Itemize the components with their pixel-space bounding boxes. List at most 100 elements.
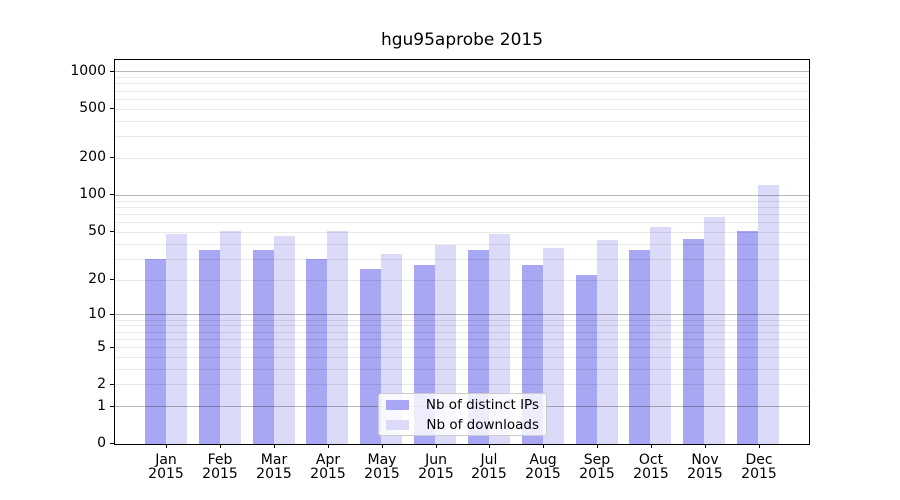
y-tick-label: 5 (97, 339, 106, 355)
x-tick-year: 2015 (741, 466, 777, 482)
x-tick-mark (489, 444, 490, 448)
y-tick-mark (110, 71, 114, 72)
y-tick-label: 1 (97, 398, 106, 414)
bar-distinct-ips-may (360, 269, 381, 444)
y-tick-label: 20 (88, 271, 106, 287)
y-tick-mark (110, 157, 114, 158)
y-tick-mark (110, 347, 114, 348)
bar-downloads-nov (704, 217, 725, 444)
gridline-minor (115, 384, 809, 386)
x-tick-month: May (367, 452, 397, 468)
gridline-minor (115, 98, 809, 100)
plot-area: Nb of distinct IPs Nb of downloads (114, 59, 810, 445)
bar-distinct-ips-sep (576, 275, 597, 444)
x-tick-label: Apr 2015 (300, 453, 356, 481)
gridline-major (115, 71, 809, 73)
bar-downloads-dec (758, 185, 779, 444)
gridline-minor (115, 222, 809, 224)
gridline-minor (115, 368, 809, 370)
y-tick-mark (110, 443, 114, 444)
x-tick-mark (597, 444, 598, 448)
gridline-minor (115, 331, 809, 333)
x-tick-month: Sep (583, 452, 611, 468)
x-tick-year: 2015 (579, 466, 615, 482)
y-tick-label: 500 (79, 100, 106, 116)
bar-downloads-sep (597, 240, 618, 444)
gridline-minor (115, 279, 809, 281)
x-tick-mark (274, 444, 275, 448)
x-tick-label: Aug 2015 (515, 453, 571, 481)
legend-item-distinct-ips: Nb of distinct IPs (386, 396, 539, 413)
y-tick-mark (110, 314, 114, 315)
y-tick-mark (110, 231, 114, 232)
x-tick-month: Jul (480, 452, 498, 468)
x-tick-month: Jan (155, 452, 177, 468)
x-tick-mark (705, 444, 706, 448)
y-tick-label: 0 (97, 435, 106, 451)
y-tick-mark (110, 384, 114, 385)
gridline-minor (115, 338, 809, 340)
gridline-minor (115, 83, 809, 85)
x-tick-mark (543, 444, 544, 448)
gridline-minor (115, 136, 809, 138)
chart-title: hgu95aprobe 2015 (380, 30, 544, 50)
gridlines-layer (115, 60, 809, 444)
gridline-major (115, 314, 809, 316)
y-tick-mark (110, 406, 114, 407)
legend-item-downloads: Nb of downloads (386, 416, 539, 433)
y-tick-mark (110, 279, 114, 280)
x-tick-year: 2015 (148, 466, 184, 482)
x-tick-month: Mar (260, 452, 288, 468)
bar-downloads-feb (220, 231, 241, 444)
x-tick-label: Dec 2015 (731, 453, 787, 481)
gridline-minor (115, 77, 809, 79)
gridline-minor (115, 206, 809, 208)
legend-label-distinct-ips: Nb of distinct IPs (425, 396, 539, 413)
x-tick-year: 2015 (633, 466, 669, 482)
x-tick-month: Oct (638, 452, 664, 468)
y-tick-label: 50 (88, 223, 106, 239)
y-tick-label: 1000 (70, 63, 106, 79)
x-tick-mark (436, 444, 437, 448)
x-tick-label: Nov 2015 (677, 453, 733, 481)
gridline-minor (115, 319, 809, 321)
legend-label-downloads: Nb of downloads (426, 416, 539, 433)
x-tick-label: Sep 2015 (569, 453, 625, 481)
legend-swatch-downloads (386, 419, 409, 430)
x-tick-month: Dec (745, 452, 773, 468)
gridline-minor (115, 90, 809, 92)
bar-downloads-mar (274, 236, 295, 444)
x-tick-month: Feb (207, 452, 233, 468)
legend-swatch-distinct-ips (386, 399, 409, 410)
x-tick-mark (382, 444, 383, 448)
bar-distinct-ips-mar (253, 250, 274, 444)
gridline-minor (115, 108, 809, 110)
gridline-minor (115, 243, 809, 245)
gridline-minor (115, 347, 809, 349)
bar-distinct-ips-jan (145, 259, 166, 444)
y-tick-label: 200 (79, 149, 106, 165)
bar-distinct-ips-dec (737, 231, 758, 444)
bar-distinct-ips-nov (683, 239, 704, 444)
y-tick-mark (110, 194, 114, 195)
y-tick-label: 2 (97, 376, 106, 392)
gridline-minor (115, 325, 809, 327)
gridline-minor (115, 157, 809, 159)
y-tick-mark (110, 108, 114, 109)
gridline-minor (115, 120, 809, 122)
gridline-minor (115, 231, 809, 233)
x-tick-label: May 2015 (354, 453, 410, 481)
x-tick-month: Apr (315, 452, 341, 468)
bar-downloads-aug (543, 248, 564, 444)
x-tick-year: 2015 (256, 466, 292, 482)
y-tick-label: 10 (88, 306, 106, 322)
bar-downloads-apr (327, 231, 348, 444)
x-tick-mark (651, 444, 652, 448)
bar-downloads-oct (650, 227, 671, 444)
x-tick-month: Nov (691, 452, 719, 468)
x-tick-label: Mar 2015 (246, 453, 302, 481)
x-tick-mark (328, 444, 329, 448)
gridline-major (115, 194, 809, 196)
y-tick-label: 100 (79, 186, 106, 202)
